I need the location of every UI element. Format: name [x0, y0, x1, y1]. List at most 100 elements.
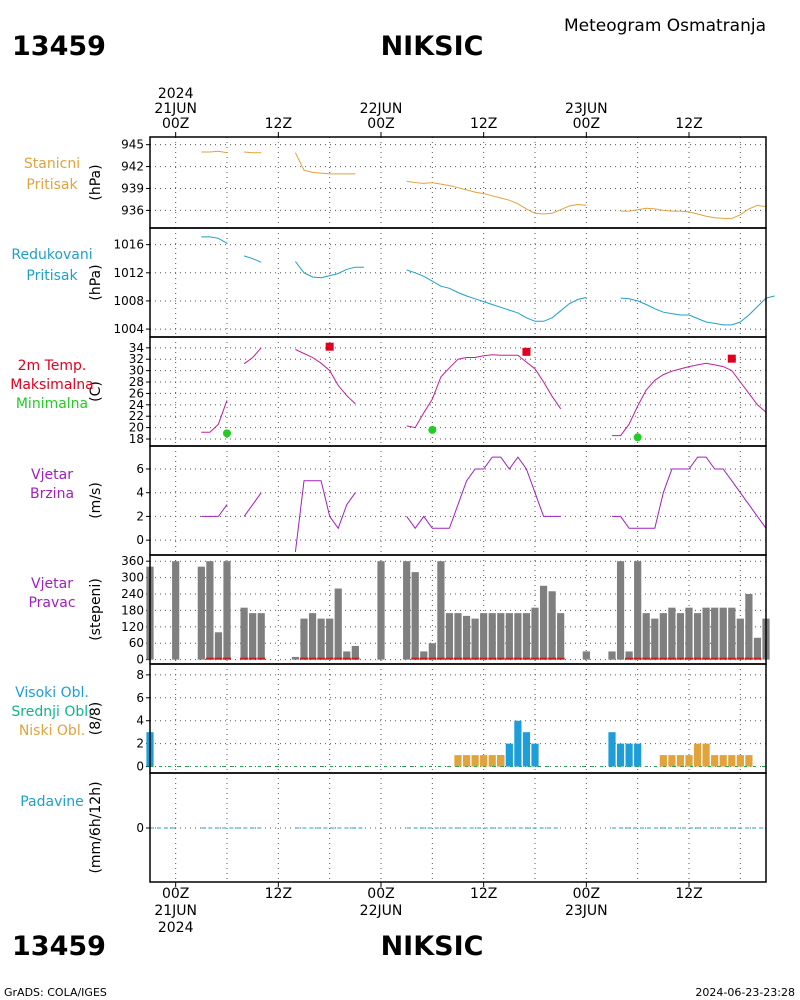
station-id-bottom: 13459	[12, 931, 106, 962]
min-temp-marker	[633, 433, 642, 442]
panel-frame	[149, 772, 767, 883]
time-label-bottom: 12Z	[675, 886, 702, 902]
cloud-bar	[616, 743, 625, 767]
y-tick-label: 1008	[113, 294, 144, 308]
panel-reduced-pressure: 1004 1008 1012 1016 (hPa)Redukovani Pritisak	[11, 227, 775, 338]
parameter-label: Niski Obl.	[19, 723, 85, 739]
station-name-bottom: NIKSIC	[381, 931, 484, 962]
y-tick-label: 939	[121, 181, 144, 195]
cloud-bar	[719, 755, 727, 767]
y-tick-label: 26	[129, 386, 144, 400]
cloud-bar	[488, 755, 496, 767]
wind-direction-bar	[334, 588, 342, 660]
wind-direction-bar	[308, 613, 317, 660]
panel-frame	[149, 136, 767, 229]
y-tick-label: 6	[136, 462, 144, 476]
y-tick-label: 20	[129, 421, 144, 435]
wind-direction-bar	[728, 607, 736, 660]
y-tick-label: 34	[129, 341, 144, 355]
y-tick-label: 24	[129, 398, 144, 412]
wind-direction-bar	[539, 585, 548, 660]
wind-direction-bar	[172, 561, 180, 660]
series-line	[620, 295, 775, 326]
station-name-top: NIKSIC	[381, 31, 484, 62]
time-label-top: 23JUN	[565, 101, 608, 117]
y-tick-label: 30	[129, 364, 144, 378]
series-line	[406, 456, 561, 530]
wind-direction-bar	[326, 618, 334, 660]
wind-direction-bar	[291, 656, 300, 660]
cloud-bar	[505, 743, 513, 767]
series-line	[201, 400, 228, 433]
wind-direction-bar	[257, 613, 265, 660]
parameter-label: Brzina	[30, 486, 74, 502]
wind-direction-bar	[745, 594, 753, 660]
y-tick-label: 6	[136, 691, 144, 705]
series-line	[294, 480, 356, 553]
series-line	[620, 204, 767, 219]
wind-direction-bar	[557, 613, 565, 660]
cloud-bar	[659, 755, 667, 767]
cloud-bar	[480, 755, 488, 767]
max-temp-marker	[727, 354, 736, 363]
parameter-label: Stanicni	[24, 156, 80, 172]
panel-precipitation: 0 (mm/6h/12h)Padavine	[20, 772, 767, 883]
time-label-top: 22JUN	[360, 101, 403, 117]
y-axis-label: (8/8)	[88, 702, 104, 735]
y-tick-label: 22	[129, 409, 144, 423]
wind-direction-bar	[206, 561, 214, 660]
y-tick-label: 28	[129, 375, 144, 389]
series-line	[406, 354, 562, 429]
time-label-bottom: 12Z	[470, 886, 497, 902]
series-line	[294, 152, 356, 175]
panel-frame	[149, 227, 767, 338]
y-tick-label: 180	[121, 603, 144, 617]
y-tick-label: 300	[121, 571, 144, 585]
wind-direction-bar	[223, 561, 231, 660]
y-axis-label: (mm/6h/12h)	[88, 781, 104, 873]
wind-direction-bar	[249, 613, 257, 660]
cloud-bar	[454, 755, 462, 767]
panel-frame	[149, 445, 767, 556]
y-tick-label: 1004	[113, 322, 144, 336]
panel-wind-speed: 0 2 4 6 (m/s) Vjetar Brzina	[30, 445, 767, 556]
wind-direction-bar	[753, 637, 762, 660]
cloud-bar	[685, 755, 693, 767]
wind-direction-bar	[505, 613, 513, 660]
y-tick-label: 0	[136, 821, 144, 835]
y-axis-label: (hPa)	[88, 264, 104, 300]
parameter-label: Padavine	[20, 794, 84, 810]
cloud-bar	[608, 732, 616, 767]
y-tick-label: 4	[136, 714, 144, 728]
cloud-bar	[736, 755, 744, 767]
max-temp-marker	[325, 342, 334, 351]
wind-direction-bar	[514, 613, 522, 660]
y-tick-label: 1016	[113, 238, 144, 252]
cloud-bar	[522, 732, 531, 767]
y-tick-label: 0	[136, 533, 144, 547]
parameter-label: Vjetar	[31, 467, 73, 483]
min-temp-marker	[223, 429, 231, 438]
wind-direction-bar	[719, 607, 727, 660]
cloud-bar	[634, 743, 642, 767]
time-label-bottom: 00Z	[162, 886, 189, 902]
wind-direction-bar	[240, 607, 248, 660]
footer-timestamp: 2024-06-23-23:28	[695, 986, 795, 999]
panel-station-pressure: 936 939 942 945 (hPa) Stanicni Pritisak	[24, 136, 767, 229]
y-tick-label: 60	[129, 636, 144, 650]
time-label-top: 2024	[158, 86, 194, 102]
y-tick-label: 4	[136, 486, 144, 500]
parameter-label: 2m Temp.	[18, 358, 87, 374]
series-line	[295, 261, 364, 279]
time-label-top: 12Z	[675, 116, 702, 132]
y-tick-label: 0	[136, 760, 144, 774]
parameter-label: Pritisak	[26, 177, 78, 193]
parameter-label: Pravac	[28, 595, 75, 611]
cloud-bar	[745, 755, 753, 767]
y-tick-label: 8	[136, 668, 144, 682]
series-line	[243, 255, 262, 263]
wind-direction-bar	[214, 632, 223, 660]
